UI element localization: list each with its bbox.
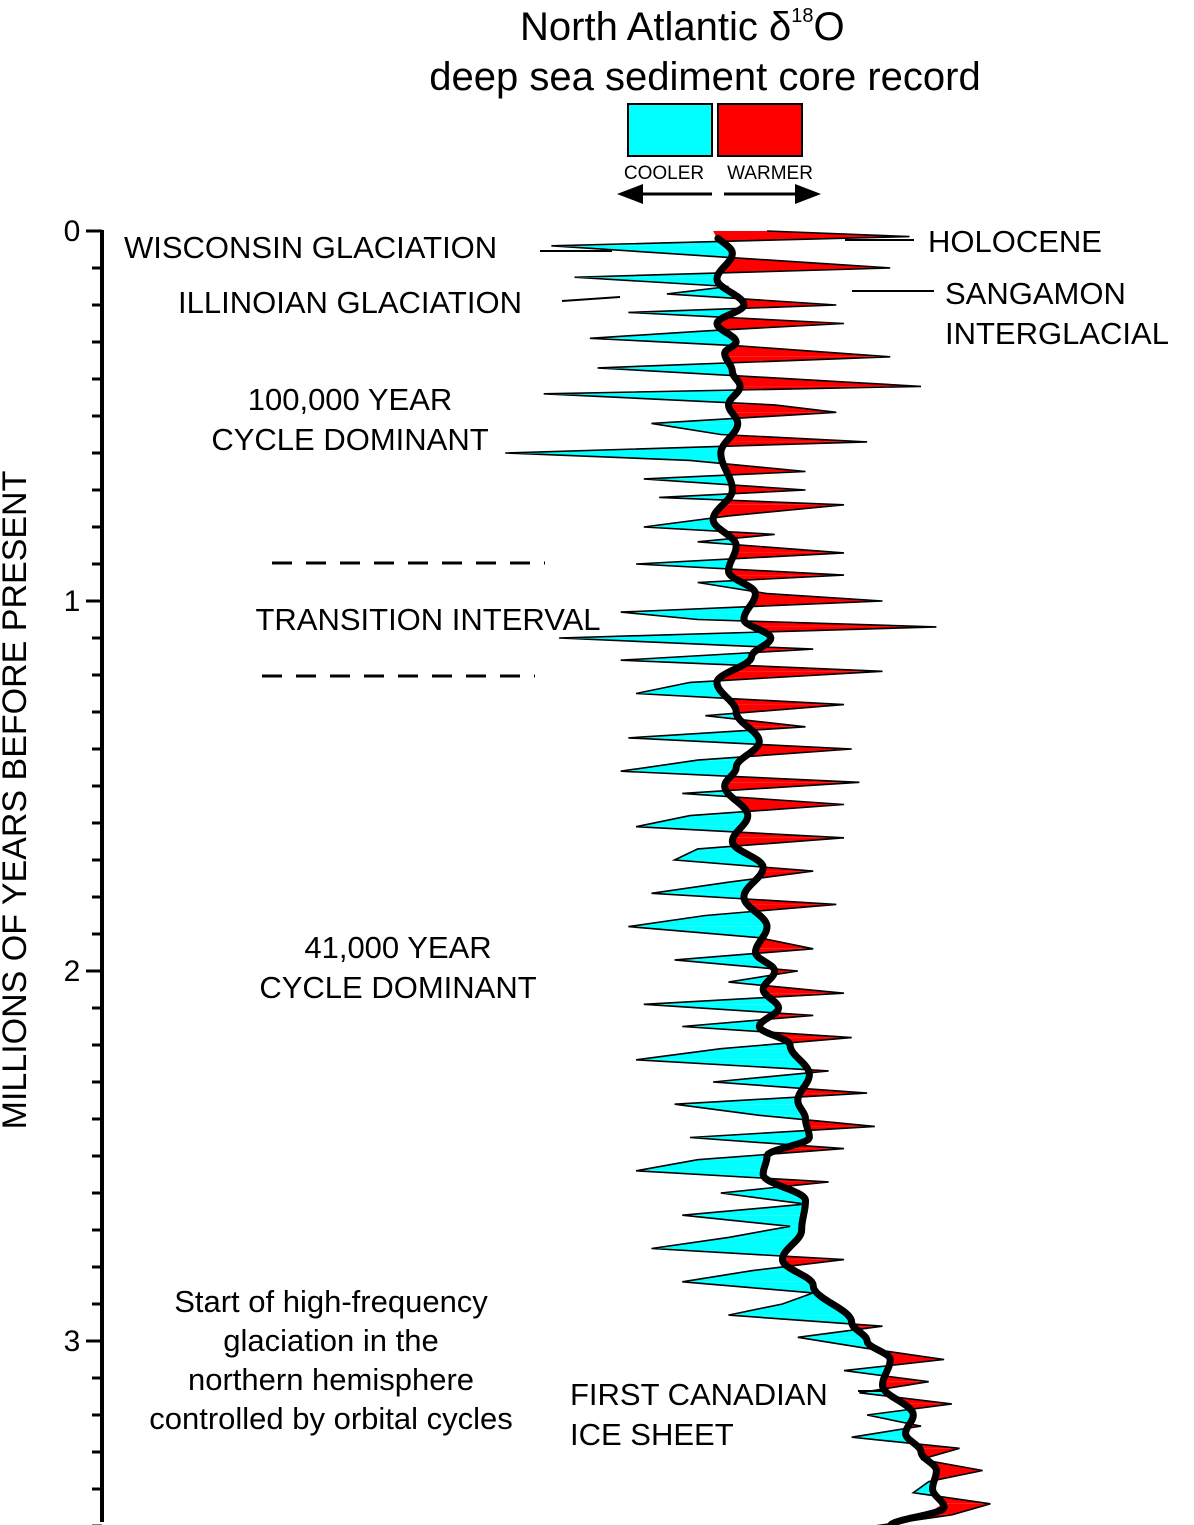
raw-series-line — [505, 230, 991, 1525]
annotation-canadian-1: FIRST CANADIAN — [570, 1377, 828, 1412]
legend-cooler-label: COOLER — [624, 163, 704, 184]
title-main-text: North Atlantic δ — [520, 5, 791, 49]
legend-warmer-swatch — [717, 103, 803, 157]
y-tick-label: 0 — [64, 215, 81, 248]
y-axis-label: MILLIONS OF YEARS BEFORE PRESENT — [0, 471, 34, 1130]
title-superscript: 18 — [791, 5, 813, 27]
legend-warmer-label: WARMER — [727, 163, 813, 184]
cooler-fill — [636, 1048, 800, 1060]
warmer-fill — [728, 404, 837, 413]
cooler-fill — [636, 682, 723, 694]
annotation-illinoian: ILLINOIAN GLACIATION — [178, 285, 522, 320]
cooler-fill — [651, 882, 754, 894]
cooler-fill — [651, 1237, 799, 1249]
annotation-transition: TRANSITION INTERVAL — [255, 602, 600, 637]
annotation-start-3: northern hemisphere — [188, 1362, 474, 1397]
cooler-fill — [636, 815, 748, 827]
y-axis-ticks — [86, 229, 102, 1525]
cooler-fill — [636, 1159, 767, 1171]
annotation-start-2: glaciation in the — [223, 1323, 438, 1358]
annotation-cycle41-2: CYCLE DOMINANT — [259, 970, 536, 1005]
y-tick-label: 2 — [64, 955, 81, 988]
legend-cooler-arrowhead — [617, 184, 643, 204]
cooler-fill — [620, 760, 741, 772]
smooth-series-line — [709, 234, 948, 1525]
y-tick-label: 1 — [64, 585, 81, 618]
y-axis-tick-labels: 0 1 2 3 — [64, 215, 81, 1358]
cooler-fill — [628, 915, 767, 927]
annotation-start-4: controlled by orbital cycles — [149, 1401, 513, 1436]
annotation-cycle41-1: 41,000 YEAR — [304, 930, 491, 965]
annotation-wisconsin: WISCONSIN GLACIATION — [124, 230, 497, 265]
annotation-sangamon-1: SANGAMON — [945, 276, 1126, 311]
annotation-sangamon-2: INTERGLACIAL — [945, 316, 1169, 351]
cooler-fill — [682, 1270, 812, 1282]
leader-illinoian — [561, 296, 621, 302]
cooler-fill — [620, 612, 747, 620]
annotation-canadian-2: ICE SHEET — [570, 1417, 734, 1452]
title-suffix: O — [814, 5, 845, 49]
annotation-cycle100-1: 100,000 YEAR — [248, 382, 453, 417]
annotation-start-1: Start of high-frequency — [174, 1284, 488, 1319]
annotation-holocene: HOLOCENE — [928, 224, 1102, 259]
smooth-curve-group — [709, 234, 948, 1525]
legend-cooler-swatch — [627, 103, 713, 157]
cooler-fill — [674, 1104, 805, 1116]
legend-warmer-arrowhead — [795, 184, 821, 204]
annotation-cycle100-2: CYCLE DOMINANT — [211, 422, 488, 457]
y-tick-label: 3 — [64, 1325, 81, 1358]
chart-title-text: North Atlantic δ18O — [520, 5, 845, 49]
cooler-fill — [728, 1304, 849, 1316]
data-fills — [505, 230, 991, 1525]
chart-subtitle: deep sea sediment core record — [429, 55, 980, 99]
